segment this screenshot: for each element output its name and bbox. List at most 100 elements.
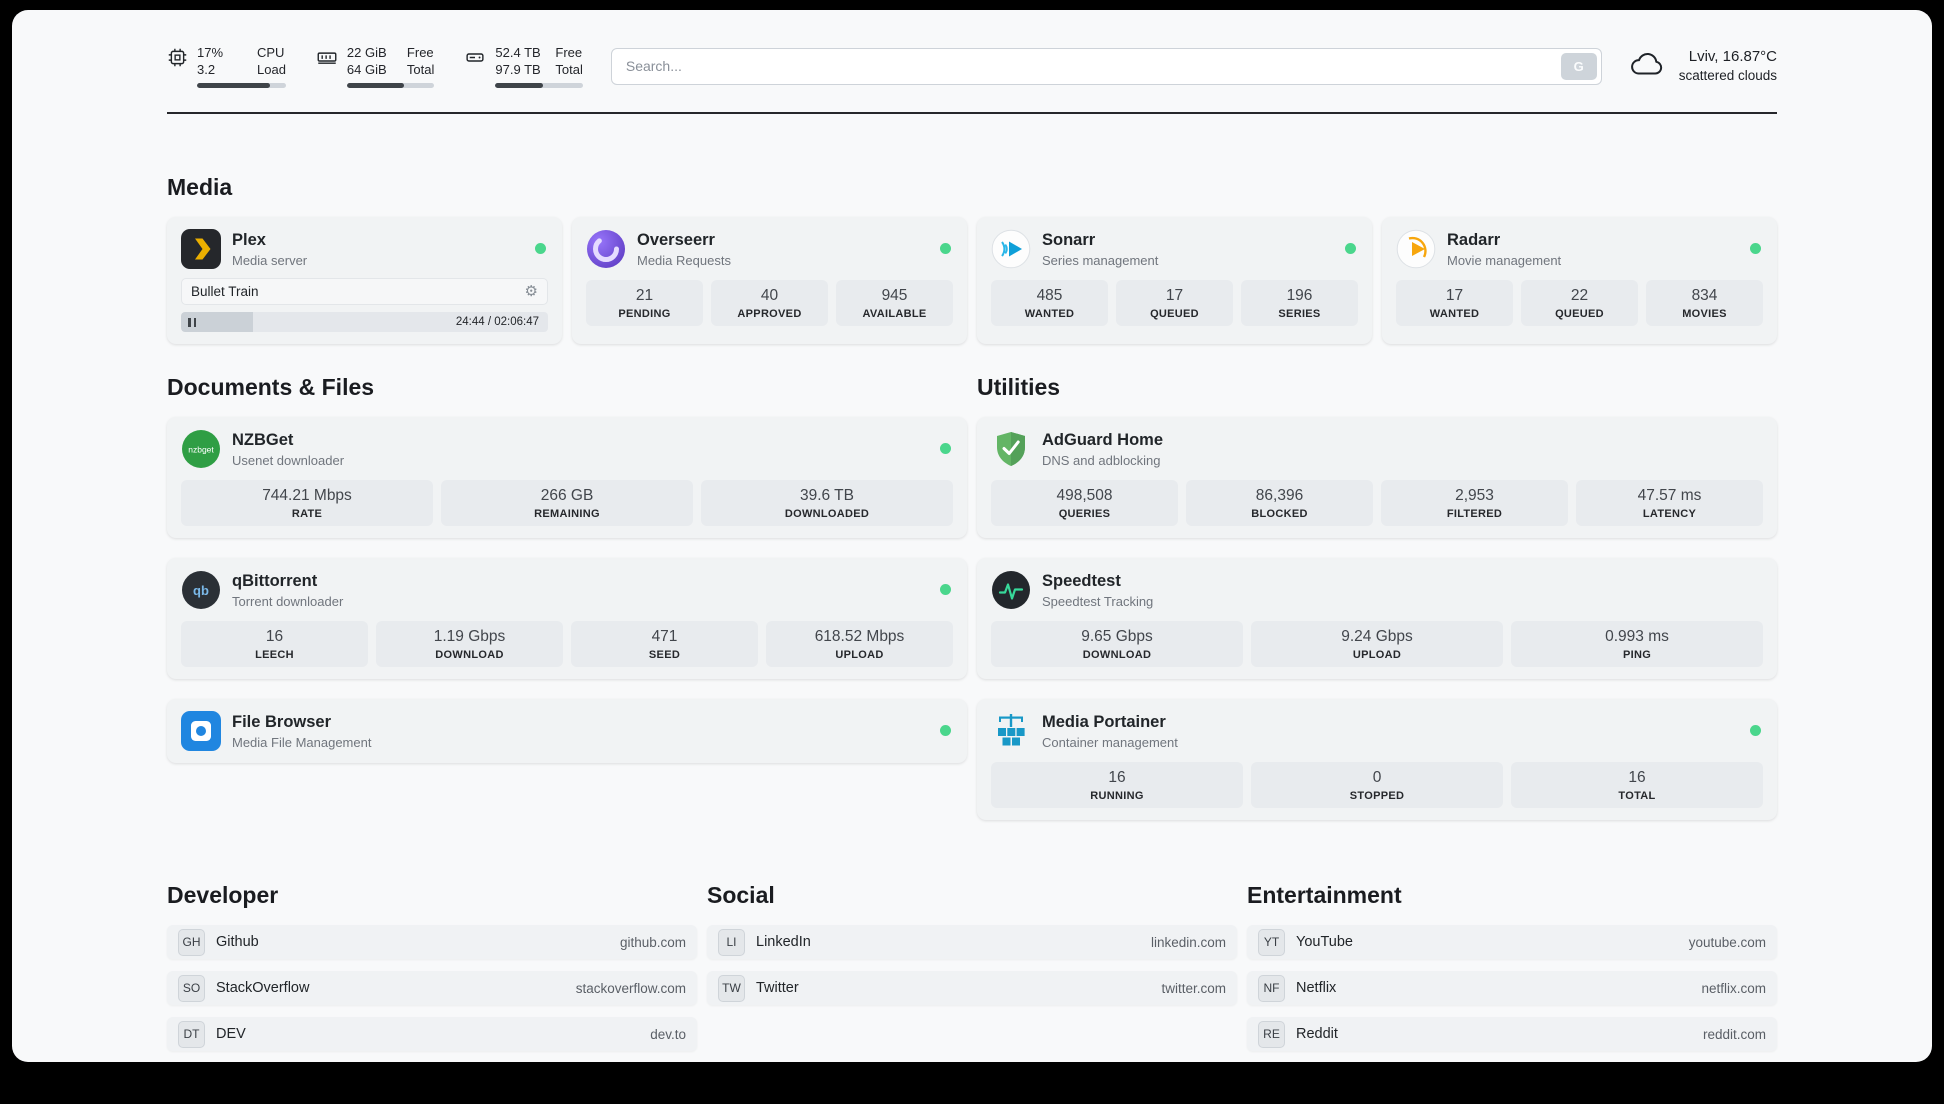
disk-metric: 52.4 TB 97.9 TB Free Total xyxy=(464,44,583,89)
app-name: NZBGet xyxy=(232,430,294,449)
app-subtitle: DNS and adblocking xyxy=(1042,452,1161,468)
search-input[interactable] xyxy=(610,47,1602,85)
status-dot xyxy=(940,584,951,596)
speedtest-icon[interactable] xyxy=(991,570,1031,610)
bookmark-url: netflix.com xyxy=(1701,980,1766,996)
disk-free-label: Free xyxy=(555,45,583,60)
radarr-icon[interactable] xyxy=(1396,229,1436,269)
app-card-nzbget: nzbget NZBGet Usenet downloader 744.21 M… xyxy=(167,417,967,539)
app-card-sonarr: Sonarr Series management 485 WANTED 17 Q… xyxy=(977,217,1372,345)
app-subtitle: Usenet downloader xyxy=(232,452,345,468)
bookmark-name: StackOverflow xyxy=(216,980,310,997)
system-metrics: 17% 3.2 CPU Load xyxy=(167,44,583,89)
app-subtitle: Media Requests xyxy=(637,252,731,268)
app-card-qbittorrent: qb qBittorrent Torrent downloader 16 LEE… xyxy=(167,558,967,680)
app-subtitle: Series management xyxy=(1042,252,1159,268)
ram-free-label: Free xyxy=(406,45,434,60)
bookmark-row-reddit[interactable]: RE Reddit reddit.com xyxy=(1247,1017,1777,1052)
stat-ping: 0.993 ms PING xyxy=(1511,621,1763,668)
nzbget-icon[interactable]: nzbget xyxy=(181,429,221,469)
adguard-icon[interactable] xyxy=(991,429,1031,469)
settings-gear-icon[interactable]: ⚙ xyxy=(524,282,538,301)
now-playing-row: Bullet Train ⚙ xyxy=(181,278,548,306)
filebrowser-icon[interactable] xyxy=(181,711,221,752)
bookmark-url: youtube.com xyxy=(1688,934,1766,950)
bookmark-row-twitter[interactable]: TW Twitter twitter.com xyxy=(707,971,1237,1006)
app-subtitle: Media File Management xyxy=(232,734,372,750)
status-dot xyxy=(940,243,951,255)
app-card-portainer: Media Portainer Container management 16 … xyxy=(977,699,1777,821)
stat-approved: 40 APPROVED xyxy=(711,280,828,327)
bookmark-row-github[interactable]: GH Github github.com xyxy=(167,925,697,960)
ram-metric: 22 GiB 64 GiB Free Total xyxy=(316,44,435,89)
cpu-usage-value: 17% xyxy=(197,45,224,60)
bookmark-name: DEV xyxy=(216,1026,246,1043)
search-engine-button[interactable]: G xyxy=(1560,52,1597,80)
ram-free-value: 22 GiB xyxy=(346,45,387,60)
ram-icon xyxy=(316,47,338,68)
overseerr-icon[interactable] xyxy=(586,229,626,269)
section-title-media: Media xyxy=(167,174,233,201)
app-name: Overseerr xyxy=(637,230,715,249)
section-title-utilities: Utilities xyxy=(977,374,1061,401)
search-bar: G xyxy=(610,47,1602,85)
app-name: Media Portainer xyxy=(1042,712,1166,731)
bookmark-url: dev.to xyxy=(650,1026,686,1042)
bookmark-abbr: NF xyxy=(1258,974,1285,1002)
status-dot xyxy=(1750,725,1761,737)
bookmark-abbr: SO xyxy=(178,974,205,1002)
bookmark-row-stackoverflow[interactable]: SO StackOverflow stackoverflow.com xyxy=(167,971,697,1006)
cpu-load-label: Load xyxy=(257,62,286,78)
bookmark-abbr: LI xyxy=(718,928,745,956)
bookmark-abbr: TW xyxy=(718,974,745,1002)
bookmark-abbr: YT xyxy=(1258,928,1285,956)
bookmark-url: github.com xyxy=(619,934,686,950)
qbittorrent-icon[interactable]: qb xyxy=(181,570,221,610)
ram-progress-bar xyxy=(346,83,435,89)
cpu-icon xyxy=(167,47,188,68)
bookmark-url: reddit.com xyxy=(1702,1026,1766,1042)
sonarr-icon[interactable] xyxy=(991,229,1031,269)
app-card-speedtest: Speedtest Speedtest Tracking 9.65 Gbps D… xyxy=(977,558,1777,680)
plex-icon[interactable] xyxy=(181,229,221,270)
disk-icon xyxy=(464,47,486,68)
playback-seek-bar[interactable]: 24:44 / 02:06:47 xyxy=(181,312,548,333)
ram-total-value: 64 GiB xyxy=(346,62,387,78)
bookmark-row-linkedin[interactable]: LI LinkedIn linkedin.com xyxy=(707,925,1237,960)
stat-pending: 21 PENDING xyxy=(586,280,703,327)
bookmark-abbr: DT xyxy=(178,1020,205,1048)
app-card-filebrowser: File Browser Media File Management xyxy=(167,699,967,764)
bookmark-name: Reddit xyxy=(1296,1026,1338,1043)
app-card-plex: Plex Media server Bullet Train ⚙ 24:44 /… xyxy=(167,217,562,345)
bookmark-row-youtube[interactable]: YT YouTube youtube.com xyxy=(1247,925,1777,960)
app-subtitle: Movie management xyxy=(1447,252,1562,268)
bookmark-row-netflix[interactable]: NF Netflix netflix.com xyxy=(1247,971,1777,1006)
stat-download: 9.65 Gbps DOWNLOAD xyxy=(991,621,1243,668)
stat-blocked: 86,396 BLOCKED xyxy=(1186,480,1373,527)
bookmark-name: Github xyxy=(216,934,259,951)
stat-available: 945 AVAILABLE xyxy=(836,280,953,327)
section-title-developer: Developer xyxy=(167,882,279,909)
pause-icon[interactable] xyxy=(188,317,197,327)
app-card-adguard: AdGuard Home DNS and adblocking 498,508 … xyxy=(977,417,1777,539)
stat-movies: 834 MOVIES xyxy=(1646,280,1763,327)
cloud-icon xyxy=(1628,49,1668,84)
stat-queued: 22 QUEUED xyxy=(1521,280,1638,327)
app-subtitle: Media server xyxy=(232,252,308,268)
portainer-icon[interactable] xyxy=(991,711,1031,751)
header: 17% 3.2 CPU Load xyxy=(167,10,1777,89)
ram-total-label: Total xyxy=(406,62,435,78)
app-name: Plex xyxy=(232,230,266,249)
stat-download: 1.19 Gbps DOWNLOAD xyxy=(376,621,563,668)
stat-downloaded: 39.6 TB DOWNLOADED xyxy=(701,480,953,527)
status-dot xyxy=(1345,243,1356,255)
section-title-documents: Documents & Files xyxy=(167,374,375,401)
stat-wanted: 17 WANTED xyxy=(1396,280,1513,327)
app-name: AdGuard Home xyxy=(1042,430,1164,449)
stat-wanted: 485 WANTED xyxy=(991,280,1108,327)
svg-text:qb: qb xyxy=(193,583,209,598)
header-divider xyxy=(167,112,1777,115)
status-dot xyxy=(940,725,951,737)
stat-rate: 744.21 Mbps RATE xyxy=(181,480,433,527)
bookmark-row-dev[interactable]: DT DEV dev.to xyxy=(167,1017,697,1052)
